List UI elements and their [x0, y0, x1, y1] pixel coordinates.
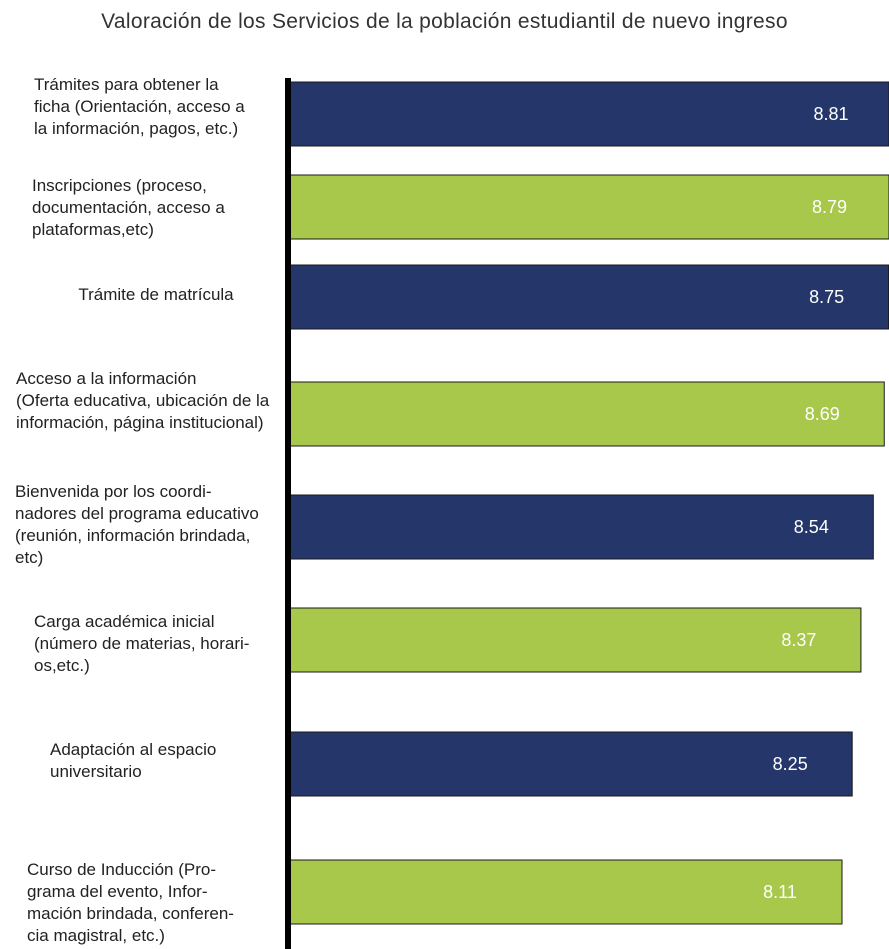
value-label-3: 8.75 — [809, 287, 844, 307]
category-label-6-line-2: (número de materias, horari- — [34, 634, 249, 653]
bars-layer: 8.81 8.79 8.75 8.69 8.54 8.37 8.25 8.11 — [287, 81, 889, 925]
bar-7 — [287, 731, 853, 797]
category-label-4-line-2: (Oferta educativa, ubicación de la — [16, 391, 270, 410]
bar-5 — [287, 494, 874, 560]
category-label-3-line-1: Trámite de matrícula — [78, 285, 234, 304]
value-label-6: 8.37 — [781, 630, 816, 650]
bar-2 — [287, 174, 889, 240]
category-label-8-line-3: mación brindada, conferen- — [27, 904, 234, 923]
value-label-8: 8.11 — [763, 882, 797, 902]
value-label-4: 8.69 — [805, 404, 840, 424]
category-label-5-line-3: (reunión, información brindada, — [15, 526, 250, 545]
category-label-1-line-3: la información, pagos, etc.) — [34, 119, 238, 138]
category-label-4-line-3: información, página institucional) — [16, 413, 264, 432]
value-label-2: 8.79 — [812, 197, 847, 217]
bar-4 — [287, 381, 885, 447]
category-label-2-line-2: documentación, acceso a — [32, 198, 225, 217]
category-label-5-line-2: nadores del programa educativo — [15, 504, 259, 523]
value-label-5: 8.54 — [794, 517, 829, 537]
category-label-5-line-4: etc) — [15, 548, 43, 567]
bar-1 — [287, 81, 889, 147]
category-label-6-line-1: Carga académica inicial — [34, 612, 214, 631]
category-label-8-line-1: Curso de Inducción (Pro- — [27, 860, 216, 879]
category-label-1-line-2: ficha (Orientación, acceso a — [34, 97, 245, 116]
category-label-5-line-1: Bienvenida por los coordi- — [15, 482, 212, 501]
category-label-2-line-1: Inscripciones (proceso, — [32, 176, 207, 195]
category-label-2-line-3: plataformas,etc) — [32, 220, 154, 239]
bar-3 — [287, 264, 889, 330]
category-label-7-line-2: universitario — [50, 762, 142, 781]
category-label-1-line-1: Trámites para obtener la — [34, 75, 219, 94]
category-label-6-line-3: os,etc.) — [34, 656, 90, 675]
bar-6 — [287, 607, 862, 673]
chart-title: Valoración de los Servicios de la poblac… — [101, 10, 788, 33]
value-label-1: 8.81 — [813, 104, 848, 124]
value-label-7: 8.25 — [773, 754, 808, 774]
bar-8 — [287, 859, 843, 925]
category-label-8-line-4: cia magistral, etc.) — [27, 926, 165, 945]
category-label-8-line-2: grama del evento, Infor- — [27, 882, 207, 901]
category-label-7-line-1: Adaptación al espacio — [50, 740, 216, 759]
category-label-4-line-1: Acceso a la información — [16, 369, 196, 388]
category-labels: Trámites para obtener la ficha (Orientaci… — [15, 75, 270, 945]
